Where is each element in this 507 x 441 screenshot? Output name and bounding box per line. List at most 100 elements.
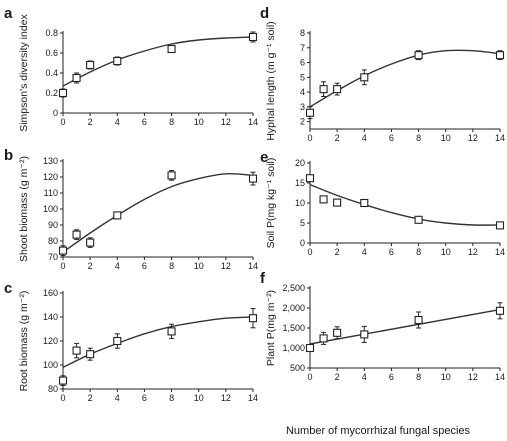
y-tick-label: 140 [43, 312, 58, 322]
data-point [305, 108, 315, 117]
y-tick-label: 500 [290, 363, 305, 373]
y-tick-label: 110 [44, 188, 58, 198]
panel-e: e 0 5 10 15 20 0 2 4 6 8 10 12 14 Soil P(mg kg⁻¹ soil) [260, 149, 505, 257]
fit-line [309, 308, 501, 345]
x-tick-label: 2 [335, 133, 340, 143]
data-point [248, 32, 258, 42]
data-point [305, 343, 315, 353]
data-point [72, 230, 81, 239]
x-axis-title: Number of mycorrhizal fungal species [286, 425, 471, 437]
y-tick-label: 100 [43, 360, 58, 370]
x-tick-label: 4 [362, 372, 367, 382]
data-point [86, 238, 95, 247]
x-tick-label: 0 [307, 133, 312, 143]
panel-letter: d [260, 5, 269, 22]
data-point [248, 314, 258, 323]
panel-letter: c [4, 280, 12, 297]
data-point [495, 221, 505, 230]
y-tick-label: 1,500 [282, 323, 305, 333]
x-tick-label: 8 [416, 372, 421, 382]
x-tick-label: 10 [441, 133, 451, 143]
panel-letter: a [4, 5, 13, 22]
data-point [86, 350, 95, 359]
x-tick-label: 12 [468, 247, 478, 257]
x-tick-label: 6 [142, 393, 147, 403]
data-point [333, 198, 342, 207]
fit-line [62, 173, 254, 253]
y-axis-label: Root biomass (g m⁻²) [18, 291, 30, 392]
x-tick-label: 0 [307, 372, 312, 382]
panel-letter: f [260, 270, 266, 287]
y-tick-label: 0 [300, 238, 305, 248]
data-point [113, 211, 122, 220]
x-tick-label: 0 [60, 393, 65, 403]
data-point [305, 174, 315, 183]
y-tick-label: 5 [300, 218, 305, 228]
x-tick-label: 4 [362, 247, 367, 257]
data-point [248, 174, 258, 183]
data-point [72, 346, 81, 355]
y-tick-label: 0 [53, 108, 58, 118]
y-tick-label: 3 [300, 102, 305, 112]
data-point [58, 88, 68, 98]
data-point [360, 330, 369, 339]
data-point [167, 327, 176, 336]
x-tick-label: 10 [194, 393, 204, 403]
data-point [167, 44, 176, 54]
x-tick-label: 2 [335, 247, 340, 257]
data-point [414, 215, 423, 224]
y-tick-label: 2,500 [282, 283, 305, 293]
fit-line [62, 36, 254, 87]
data-point [495, 306, 505, 315]
panel-b: b 70 80 90 100 110 120 130 0 2 4 6 8 10 12 14 Shoot biom… [4, 147, 258, 271]
y-axis-label: Hyphal length (m g⁻¹ soil) [265, 21, 277, 140]
y-tick-label: 0.4 [45, 68, 58, 78]
y-tick-label: 1,000 [282, 343, 305, 353]
fit-line [309, 49, 501, 108]
data-point [58, 376, 68, 385]
data-point [86, 60, 95, 70]
y-tick-label: 4 [300, 87, 305, 97]
y-tick-label: 80 [48, 384, 58, 394]
x-tick-label: 12 [468, 372, 478, 382]
x-tick-label: 10 [441, 372, 451, 382]
x-tick-label: 6 [142, 117, 147, 127]
x-tick-label: 4 [362, 133, 367, 143]
y-tick-label: 6 [300, 58, 305, 68]
y-axis-label: Plant P(mg m⁻²) [265, 290, 277, 366]
x-tick-label: 2 [88, 117, 93, 127]
x-tick-label: 12 [221, 393, 231, 403]
x-tick-label: 10 [194, 261, 204, 271]
y-tick-label: 5 [300, 72, 305, 82]
y-tick-label: 80 [48, 236, 58, 246]
y-tick-label: 130 [43, 156, 58, 166]
y-tick-label: 90 [48, 220, 58, 230]
panel-letter: e [260, 149, 268, 166]
data-point [319, 334, 328, 343]
x-tick-label: 14 [495, 372, 505, 382]
data-point [113, 56, 122, 66]
x-tick-label: 4 [115, 393, 120, 403]
x-tick-label: 6 [389, 247, 394, 257]
x-tick-label: 14 [495, 247, 505, 257]
x-tick-label: 2 [88, 393, 93, 403]
x-tick-label: 4 [115, 261, 120, 271]
x-tick-label: 8 [169, 117, 174, 127]
y-tick-label: 7 [300, 43, 305, 53]
data-point [333, 328, 342, 337]
y-tick-label: 0.2 [45, 88, 58, 98]
y-tick-label: 120 [43, 172, 58, 182]
x-tick-label: 2 [335, 372, 340, 382]
data-point [58, 246, 68, 255]
y-axis-label: Soil P(mg kg⁻¹ soil) [265, 158, 277, 249]
x-tick-label: 14 [248, 117, 258, 127]
y-tick-label: 20 [295, 158, 305, 168]
x-tick-label: 14 [248, 261, 258, 271]
x-tick-label: 10 [441, 247, 451, 257]
x-tick-label: 8 [169, 261, 174, 271]
fit-line [309, 183, 501, 226]
data-point [319, 85, 328, 94]
x-tick-label: 2 [88, 261, 93, 271]
y-tick-label: 10 [295, 198, 305, 208]
x-tick-label: 14 [495, 133, 505, 143]
